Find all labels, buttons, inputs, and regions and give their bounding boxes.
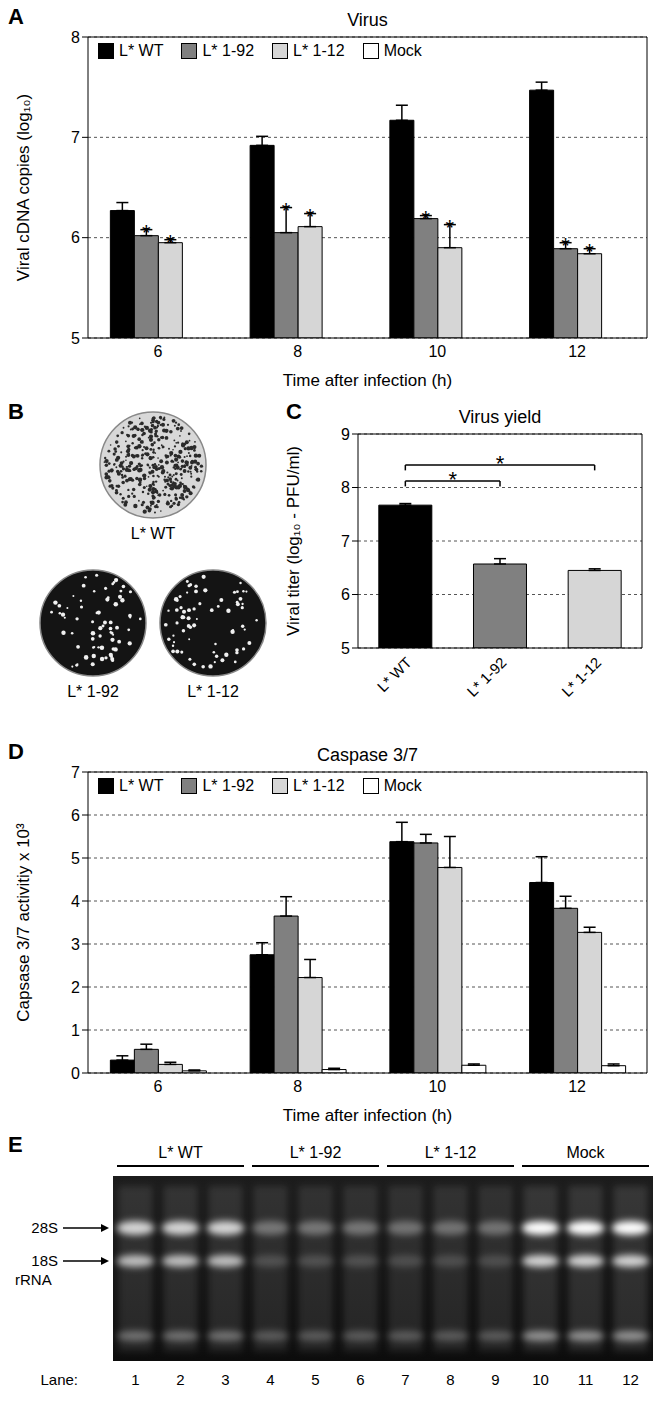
svg-text:L* 1-12: L* 1-12	[425, 1144, 477, 1161]
svg-text:0: 0	[71, 1065, 80, 1082]
html-text:L* 1-12: L* 1-12	[293, 42, 345, 59]
svg-text:3: 3	[71, 936, 80, 953]
html-text:L* WT: L* WT	[119, 42, 164, 59]
svg-text:6: 6	[71, 229, 80, 246]
svg-text:L* WT: L* WT	[158, 1144, 203, 1161]
svg-text:L* 1-12: L* 1-12	[558, 654, 604, 700]
html-text:L* 1-92: L* 1-92	[202, 42, 254, 59]
svg-text:*: *	[166, 230, 175, 255]
svg-text:Time after infection (h): Time after infection (h)	[283, 1106, 452, 1125]
svg-text:9: 9	[491, 1371, 499, 1388]
svg-text:6: 6	[356, 1371, 364, 1388]
html-text:Virus: Virus	[347, 10, 388, 30]
svg-text:10: 10	[532, 1371, 549, 1388]
svg-text:6: 6	[71, 807, 80, 824]
svg-text:6: 6	[153, 1078, 162, 1095]
svg-text:Viral titer (log₁₀ - PFU/ml): Viral titer (log₁₀ - PFU/ml)	[284, 446, 303, 636]
html-text:Caspase 3/7: Caspase 3/7	[317, 745, 418, 765]
svg-text:8: 8	[293, 1078, 302, 1095]
svg-text:3: 3	[221, 1371, 229, 1388]
svg-text:8: 8	[71, 29, 80, 46]
svg-text:7: 7	[71, 764, 80, 781]
svg-text:Capsase 3/7 activitiy x 10³: Capsase 3/7 activitiy x 10³	[14, 823, 33, 1022]
svg-text:Time after infection (h): Time after infection (h)	[283, 371, 452, 390]
html-text:Virus yield: Virus yield	[458, 407, 542, 427]
svg-text:12: 12	[568, 1078, 586, 1095]
svg-text:11: 11	[578, 1371, 594, 1388]
svg-text:6: 6	[153, 343, 162, 360]
svg-text:*: *	[585, 239, 594, 264]
svg-text:12: 12	[622, 1371, 639, 1388]
html-text:Mock: Mock	[383, 42, 422, 59]
svg-text:4: 4	[71, 893, 80, 910]
svg-text:7: 7	[401, 1371, 409, 1388]
svg-text:*: *	[282, 198, 291, 223]
svg-text:*: *	[306, 204, 315, 229]
svg-text:rRNA: rRNA	[15, 1271, 52, 1288]
html-text:D: D	[8, 739, 24, 764]
svg-text:L* 1-92: L* 1-92	[67, 683, 119, 700]
svg-text:28S: 28S	[31, 1219, 58, 1236]
svg-text:1: 1	[71, 1022, 80, 1039]
svg-text:*: *	[496, 451, 505, 476]
svg-text:L* 1-92: L* 1-92	[463, 654, 509, 700]
svg-text:8: 8	[293, 343, 302, 360]
svg-text:5: 5	[71, 850, 80, 867]
svg-text:*: *	[561, 233, 570, 258]
svg-text:*: *	[446, 215, 455, 240]
svg-text:4: 4	[266, 1371, 274, 1388]
svg-text:L* WT: L* WT	[373, 654, 414, 695]
svg-text:10: 10	[428, 1078, 446, 1095]
svg-text:Viral cDNA copies (log₁₀): Viral cDNA copies (log₁₀)	[14, 94, 33, 281]
svg-text:18S: 18S	[31, 1252, 58, 1269]
svg-text:L* 1-12: L* 1-12	[187, 683, 239, 700]
svg-text:*: *	[448, 467, 457, 492]
html-text:C: C	[286, 399, 302, 424]
svg-text:Mock: Mock	[566, 1144, 605, 1161]
svg-text:10: 10	[428, 343, 446, 360]
html-text:A: A	[8, 4, 24, 29]
svg-text:Lane:: Lane:	[40, 1371, 78, 1388]
svg-text:2: 2	[176, 1371, 184, 1388]
svg-text:*: *	[422, 206, 431, 231]
html-text:L* 1-12: L* 1-12	[293, 777, 345, 794]
svg-text:5: 5	[71, 330, 80, 347]
svg-text:5: 5	[311, 1371, 319, 1388]
svg-text:8: 8	[446, 1371, 454, 1388]
svg-text:12: 12	[568, 343, 586, 360]
svg-text:L* WT: L* WT	[131, 525, 176, 542]
svg-text:2: 2	[71, 979, 80, 996]
svg-text:1: 1	[131, 1371, 139, 1388]
svg-text:9: 9	[341, 426, 350, 443]
svg-text:5: 5	[341, 640, 350, 657]
html-text:Mock: Mock	[383, 777, 422, 794]
svg-text:7: 7	[341, 533, 350, 550]
html-text:E: E	[8, 1132, 23, 1157]
svg-text:7: 7	[71, 129, 80, 146]
svg-text:6: 6	[341, 586, 350, 603]
html-text:B: B	[8, 399, 24, 424]
html-text:L* WT: L* WT	[119, 777, 164, 794]
html-text:L* 1-92: L* 1-92	[202, 777, 254, 794]
svg-text:8: 8	[341, 479, 350, 496]
svg-text:L* 1-92: L* 1-92	[290, 1144, 342, 1161]
svg-text:*: *	[142, 220, 151, 245]
